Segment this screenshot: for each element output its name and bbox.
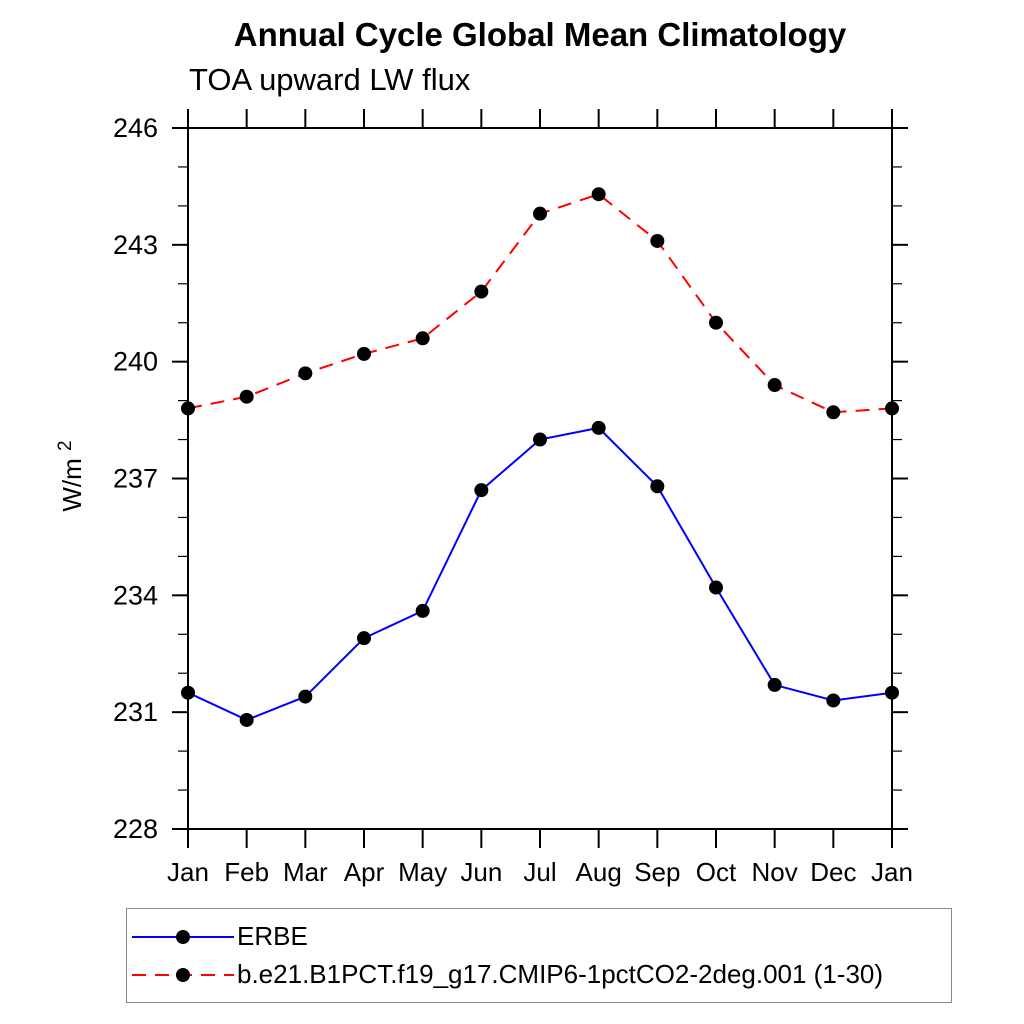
series-1-marker [591, 187, 606, 202]
x-tick-label: Mar [283, 857, 328, 887]
series-1-marker [181, 401, 195, 416]
x-tick-label: Apr [344, 857, 385, 887]
series-1-marker [885, 401, 899, 416]
x-tick-label: Jun [460, 857, 502, 887]
axes: Jan Feb Mar Apr May Jun Jul Aug Sep Oct Nov Dec Jan 2… [113, 109, 913, 887]
legend-item-erbe: ERBE [130, 918, 951, 956]
y-tick-label: 243 [113, 230, 158, 260]
legend-item-model: b.e21.B1PCT.f19_g17.CMIP6-1pctCO2-2deg.0… [130, 956, 951, 994]
y-tick-label: 237 [113, 464, 158, 494]
series-0-line [187, 426, 893, 722]
legend-marker-sample [176, 967, 190, 982]
series-0-marker [885, 685, 899, 700]
y-axis-title-base: W/m [57, 458, 87, 511]
x-tick-label: Jul [523, 857, 556, 887]
series-0-marker [650, 479, 665, 494]
y-tick-label: 240 [113, 347, 158, 377]
y-tick-label: 228 [113, 814, 158, 844]
y-axis-title-superscript: 2 [55, 440, 76, 451]
legend-label-model: b.e21.B1PCT.f19_g17.CMIP6-1pctCO2-2deg.0… [237, 959, 884, 989]
x-tick-label: Dec [810, 857, 856, 887]
series-1-marker [415, 331, 430, 346]
legend-swatch-dashed-line [132, 967, 234, 982]
y-tick-label: 231 [113, 697, 158, 727]
series-1-marker [298, 366, 313, 381]
legend-swatch-solid-line [132, 929, 234, 944]
series-0-marker [181, 685, 195, 700]
x-tick-label: Aug [576, 857, 622, 887]
x-tick-label: Oct [696, 857, 737, 887]
x-tick-label: Nov [752, 857, 798, 887]
series-1-marker [650, 233, 665, 248]
series-0-marker [591, 420, 606, 435]
y-tick-label: 234 [113, 580, 158, 610]
series-1-marker [239, 389, 254, 404]
series-0-marker [533, 432, 547, 447]
x-tick-label: Sep [634, 857, 680, 887]
data-series [181, 187, 899, 727]
x-tick-label: Jan [167, 857, 209, 887]
legend-marker-sample [176, 929, 190, 944]
series-0-marker [709, 580, 723, 595]
legend-label-erbe: ERBE [237, 921, 308, 951]
series-0-marker [767, 677, 782, 692]
series-0-marker [826, 693, 841, 708]
series-1-line [187, 193, 893, 414]
series-0-marker [357, 631, 371, 646]
chart-subtitle: TOA upward LW flux [189, 62, 471, 97]
series-0-marker [298, 689, 313, 704]
x-tick-label: May [398, 857, 447, 887]
series-0-marker [415, 603, 430, 618]
series-1-marker [533, 206, 547, 221]
chart-title: Annual Cycle Global Mean Climatology [233, 16, 847, 53]
series-0-marker [474, 483, 489, 498]
series-1-marker [474, 284, 489, 299]
series-1-marker [709, 315, 723, 330]
x-tick-label: Feb [224, 857, 269, 887]
series-0-marker [239, 712, 254, 727]
series-1-marker [357, 346, 371, 361]
legend: ERBE b.e21.B1PCT.f19_g17.CMIP6-1pctCO2-2… [126, 908, 952, 1003]
x-tick-label: Jan [871, 857, 913, 887]
series-1-marker [767, 378, 782, 393]
series-1-marker [826, 405, 841, 420]
y-axis-title: W/m 2 [55, 440, 87, 511]
y-tick-label: 246 [113, 113, 158, 143]
